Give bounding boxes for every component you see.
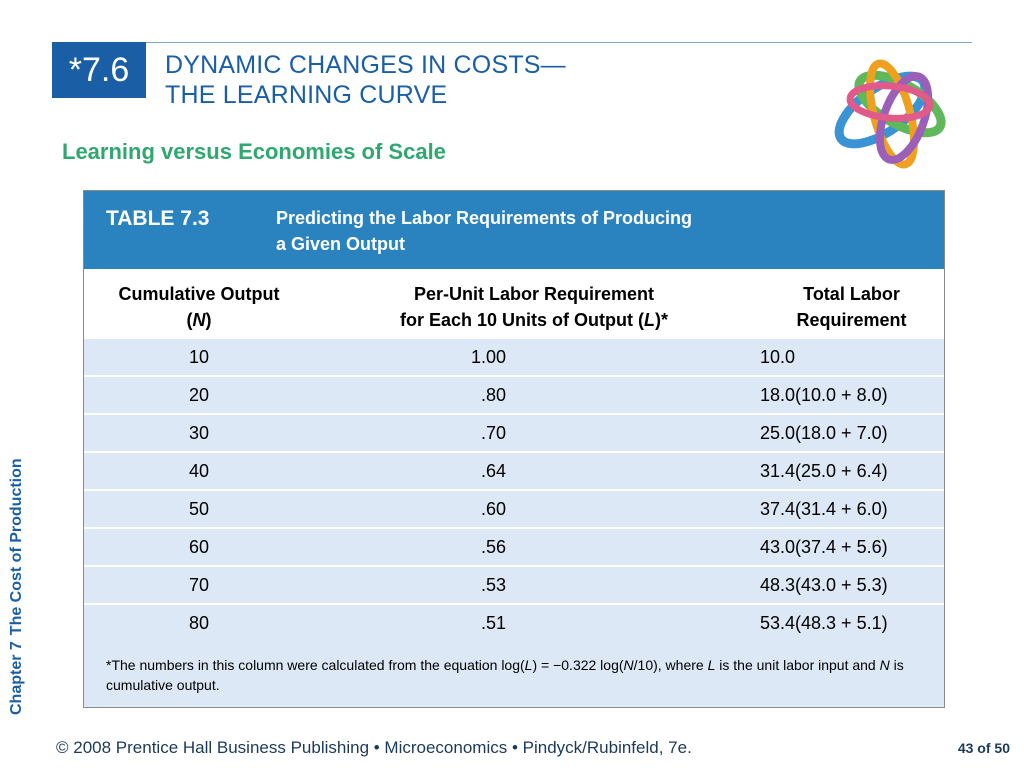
cell-total-labor: 10.0 bbox=[760, 347, 796, 367]
chapter-number: Chapter 7 bbox=[8, 641, 25, 715]
cell-cumulative-output: 20 bbox=[188, 385, 210, 405]
table-row: 30 .70 25.0(18.0 + 7.0) bbox=[84, 415, 944, 453]
title-line-2: THE LEARNING CURVE bbox=[165, 81, 448, 109]
column-header-text: Per-Unit Labor Requirement bbox=[413, 284, 655, 304]
column-header-text: Total Labor bbox=[803, 284, 900, 304]
title-line-1: DYNAMIC CHANGES IN COSTS— bbox=[165, 51, 566, 79]
labor-requirements-table: TABLE 7.3 Predicting the Labor Requireme… bbox=[83, 190, 945, 708]
cell-cumulative-output: 40 bbox=[188, 461, 210, 481]
cell-per-unit-labor: .70 bbox=[480, 423, 506, 443]
column-header-text: (N) bbox=[84, 307, 314, 333]
table-description: Predicting the Labor Requirements of Pro… bbox=[276, 205, 836, 257]
cell-per-unit-labor: 1.00 bbox=[470, 347, 506, 367]
cell-cumulative-output: 30 bbox=[188, 423, 210, 443]
footnote-part: is cumulative output. bbox=[106, 657, 904, 693]
interlocking-rings-logo-icon bbox=[834, 59, 946, 169]
section-number-badge: *7.6 bbox=[52, 42, 146, 98]
cell-per-unit-labor: .64 bbox=[480, 461, 506, 481]
page-total: 50 bbox=[994, 740, 1010, 756]
cell-per-unit-labor: .80 bbox=[480, 385, 506, 405]
column-header-text: Cumulative Output bbox=[118, 284, 280, 304]
chapter-side-label: Chapter 7 The Cost of Production bbox=[8, 452, 26, 715]
table-row: 40 .64 31.4(25.0 + 6.4) bbox=[84, 453, 944, 491]
column-header-text: for Each 10 Units of Output (L)* bbox=[334, 307, 734, 333]
cell-per-unit-labor: .51 bbox=[480, 613, 506, 633]
column-header-text: Requirement bbox=[796, 310, 907, 330]
cell-per-unit-labor: .56 bbox=[480, 537, 506, 557]
table-row: 80 .51 53.4(48.3 + 5.1) bbox=[84, 605, 944, 643]
section-number: *7.6 bbox=[68, 50, 130, 89]
header-text-part: )* bbox=[655, 310, 668, 330]
cell-cumulative-output: 50 bbox=[188, 499, 210, 519]
header-text-part: for Each 10 Units of Output ( bbox=[399, 310, 644, 330]
cell-cumulative-output: 80 bbox=[188, 613, 210, 633]
column-header-total-labor: Total Labor Requirement bbox=[764, 281, 939, 333]
column-header-cumulative-output: Cumulative Output (N) bbox=[84, 281, 314, 333]
column-headers: Cumulative Output (N) Per-Unit Labor Req… bbox=[84, 269, 944, 339]
page-current: 43 bbox=[957, 740, 974, 756]
cell-cumulative-output: 60 bbox=[188, 537, 210, 557]
cell-cumulative-output: 10 bbox=[188, 347, 210, 367]
variable-n: N bbox=[879, 657, 890, 673]
cell-total-labor: 31.4(25.0 + 6.4) bbox=[760, 461, 888, 481]
variable-l: L bbox=[524, 657, 533, 673]
page-of: of bbox=[973, 740, 995, 756]
footnote-part: is the unit labor input and bbox=[715, 657, 880, 673]
table-description-line-2: a Given Output bbox=[276, 234, 406, 254]
cell-total-labor: 48.3(43.0 + 5.3) bbox=[760, 575, 888, 595]
table-description-line-1: Predicting the Labor Requirements of Pro… bbox=[276, 208, 693, 228]
footnote-part: *The numbers in this column were calcula… bbox=[106, 657, 525, 673]
paren: ( bbox=[186, 310, 193, 330]
cell-total-labor: 25.0(18.0 + 7.0) bbox=[760, 423, 888, 443]
footnote-text: *The numbers in this column were calcula… bbox=[106, 655, 916, 695]
cell-per-unit-labor: .53 bbox=[480, 575, 506, 595]
variable-n: N bbox=[623, 657, 634, 673]
table-number: TABLE 7.3 bbox=[106, 207, 210, 230]
table-row: 60 .56 43.0(37.4 + 5.6) bbox=[84, 529, 944, 567]
variable-n: N bbox=[192, 310, 206, 330]
column-header-per-unit-labor: Per-Unit Labor Requirement for Each 10 U… bbox=[334, 281, 734, 333]
table-header: TABLE 7.3 Predicting the Labor Requireme… bbox=[84, 191, 944, 269]
cell-total-labor: 18.0(10.0 + 8.0) bbox=[760, 385, 888, 405]
page-indicator: 43 of 50 bbox=[958, 740, 1010, 756]
slide-subtitle: Learning versus Economies of Scale bbox=[62, 139, 446, 164]
table-row: 50 .60 37.4(31.4 + 6.0) bbox=[84, 491, 944, 529]
footnote-part: /10), where bbox=[633, 657, 708, 673]
cell-total-labor: 37.4(31.4 + 6.0) bbox=[760, 499, 888, 519]
footer-copyright: © 2008 Prentice Hall Business Publishing… bbox=[56, 738, 692, 757]
table-row: 20 .80 18.0(10.0 + 8.0) bbox=[84, 377, 944, 415]
table-row: 70 .53 48.3(43.0 + 5.3) bbox=[84, 567, 944, 605]
slide-title: DYNAMIC CHANGES IN COSTS— THE LEARNING C… bbox=[165, 50, 566, 110]
footnote-part: ) = −0.322 log( bbox=[532, 657, 624, 673]
table-footnote: *The numbers in this column were calcula… bbox=[84, 639, 944, 707]
chapter-title: The Cost of Production bbox=[8, 458, 25, 636]
top-rule bbox=[52, 42, 972, 43]
cell-per-unit-labor: .60 bbox=[480, 499, 506, 519]
cell-total-labor: 53.4(48.3 + 5.1) bbox=[760, 613, 888, 633]
variable-l: L bbox=[707, 657, 716, 673]
table-body: 10 1.00 10.0 20 .80 18.0(10.0 + 8.0) 30 .70 25… bbox=[84, 339, 944, 643]
paren: ) bbox=[205, 310, 212, 330]
cell-total-labor: 43.0(37.4 + 5.6) bbox=[760, 537, 888, 557]
table-row: 10 1.00 10.0 bbox=[84, 339, 944, 377]
variable-l: L bbox=[644, 310, 655, 330]
cell-cumulative-output: 70 bbox=[188, 575, 210, 595]
